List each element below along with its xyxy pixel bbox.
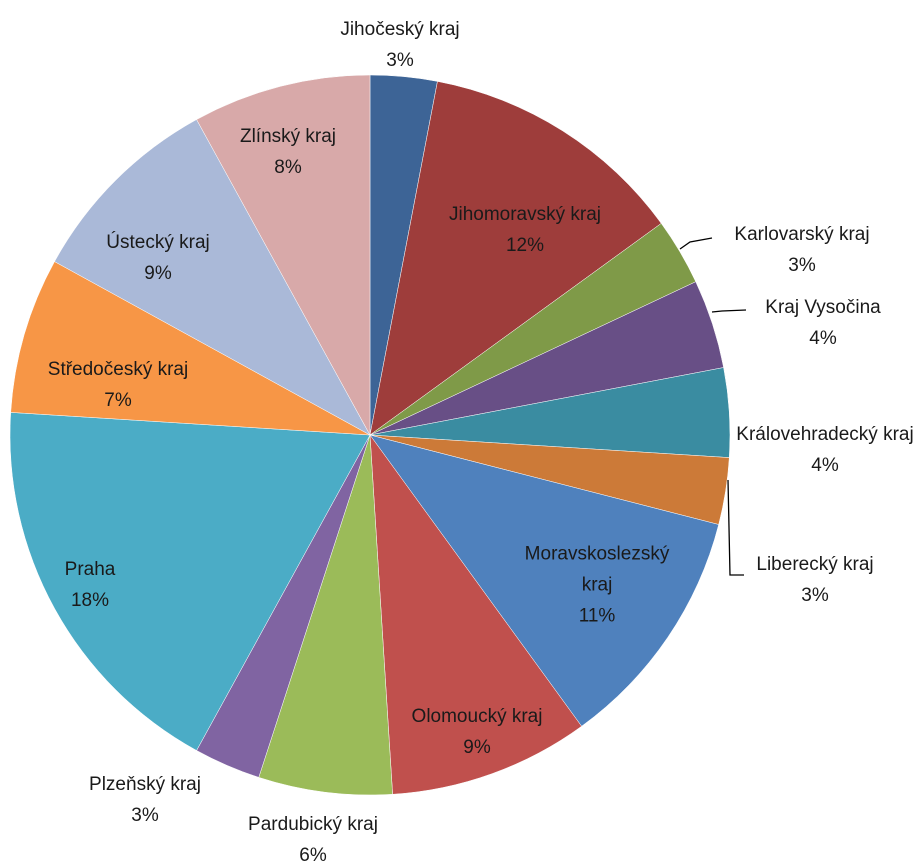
pie-slice xyxy=(54,119,371,436)
value-label: 11% xyxy=(578,605,616,627)
data-label: Praha 18% xyxy=(65,554,116,616)
leader-lines xyxy=(679,237,747,576)
category-label: Kraj Vysočina xyxy=(765,297,881,318)
value-label: 9% xyxy=(144,263,172,284)
pie-slice xyxy=(258,434,393,796)
data-label: Pardubický kraj 6% xyxy=(248,809,378,864)
pie-slice xyxy=(369,434,719,727)
category-label: Zlínský kraj xyxy=(239,126,337,147)
value-label: 4% xyxy=(811,455,839,476)
data-label: Karlovarský kraj 3% xyxy=(734,219,869,281)
category-label: Praha xyxy=(64,559,116,580)
category-label: Ústecký kraj xyxy=(106,232,210,253)
category-label: Karlovarský kraj xyxy=(734,224,870,245)
category-label: Pardubický kraj xyxy=(248,814,378,835)
value-label: 8% xyxy=(274,157,302,178)
data-label: Olomoucký kraj 9% xyxy=(412,701,543,763)
data-label: Jihočeský kraj 3% xyxy=(340,14,459,76)
data-label: Jihomoravský kraj 12% xyxy=(449,199,601,261)
category-label: Plzeňský kraj xyxy=(89,774,201,795)
data-label: Ústecký kraj 9% xyxy=(106,227,209,289)
value-label: 3% xyxy=(788,255,816,276)
value-label: 3% xyxy=(386,50,414,71)
pie-slice xyxy=(9,412,371,751)
value-label: 4% xyxy=(809,328,837,349)
pie-slice xyxy=(196,74,371,436)
data-label: Plzeňský kraj 3% xyxy=(89,769,201,831)
category-label: Olomoucký kraj xyxy=(411,706,543,727)
value-label: 7% xyxy=(104,390,132,411)
value-label: 9% xyxy=(463,737,491,758)
category-label: Jihočeský kraj xyxy=(340,19,460,40)
value-label: 3% xyxy=(801,585,829,606)
value-label: 6% xyxy=(299,845,327,864)
data-label: Kraj Vysočina 4% xyxy=(765,292,880,354)
value-label: 18% xyxy=(70,590,110,611)
category-label: Středočeský kraj xyxy=(47,359,189,380)
pie-slice xyxy=(10,261,371,436)
pie-slice xyxy=(369,81,662,436)
leader-line xyxy=(679,237,713,250)
data-label: Moravskoslezský kraj 11% xyxy=(507,539,687,632)
category-label: Jihomoravský kraj xyxy=(448,204,602,225)
pie-slice xyxy=(369,434,582,795)
slices xyxy=(9,74,731,796)
data-label: Středočeský kraj 7% xyxy=(48,354,188,416)
leader-line xyxy=(711,309,747,313)
data-label: Zlínský kraj 8% xyxy=(240,121,336,183)
leader-line xyxy=(727,479,744,576)
category-label: Moravskoslezský kraj xyxy=(524,543,670,596)
data-label: Liberecký kraj 3% xyxy=(756,549,873,611)
value-label: 12% xyxy=(505,235,545,256)
category-label: Královehradecký kraj xyxy=(736,424,914,445)
category-label: Liberecký kraj xyxy=(756,554,874,575)
data-label: Královehradecký kraj 4% xyxy=(730,419,918,481)
value-label: 3% xyxy=(131,805,159,826)
